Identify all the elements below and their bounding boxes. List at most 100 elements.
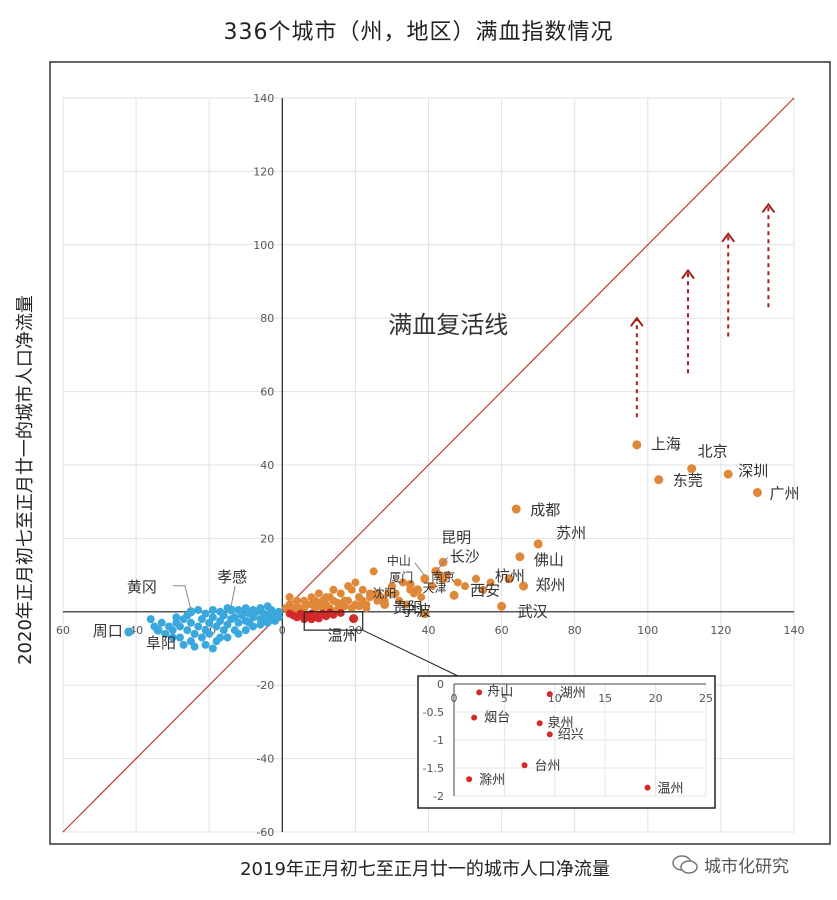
inset-point-label: 湖州 bbox=[560, 686, 586, 701]
data-point bbox=[428, 582, 437, 591]
data-point bbox=[347, 604, 356, 613]
data-point bbox=[340, 602, 349, 611]
data-point bbox=[249, 622, 258, 631]
data-point-西安 bbox=[449, 590, 459, 600]
inset-y-tick: -0.5 bbox=[423, 706, 444, 719]
data-point-武汉 bbox=[497, 601, 507, 611]
inset-point-label: 舟山 bbox=[487, 684, 513, 699]
inset-point-滁州 bbox=[466, 776, 473, 783]
data-point bbox=[314, 589, 323, 598]
zoom-box bbox=[303, 611, 364, 631]
data-point-厦门 bbox=[405, 579, 415, 589]
data-point bbox=[168, 633, 177, 642]
data-point bbox=[249, 605, 258, 614]
inset-point-泉州 bbox=[536, 720, 543, 727]
data-point-苏州 bbox=[533, 539, 543, 549]
point-label: 贵阳 bbox=[393, 598, 423, 616]
data-point bbox=[219, 626, 228, 635]
data-point bbox=[336, 608, 345, 617]
x-tick-label: 100 bbox=[637, 624, 658, 637]
point-label: 深圳 bbox=[738, 462, 768, 480]
inset-x-tick: 15 bbox=[598, 692, 612, 705]
x-tick-label: 60 bbox=[495, 624, 509, 637]
leader-line bbox=[414, 562, 426, 577]
point-label: 苏州 bbox=[556, 524, 586, 542]
axes: 6040200204060801001201401401201008060402… bbox=[56, 92, 805, 839]
data-point bbox=[274, 613, 283, 622]
inset-y-tick: -2 bbox=[433, 790, 444, 803]
point-label: 西安 bbox=[470, 581, 500, 599]
point-label: 广州 bbox=[769, 485, 799, 503]
data-point bbox=[146, 615, 155, 624]
data-point-孝感 bbox=[226, 605, 236, 615]
data-point-中山 bbox=[420, 574, 430, 584]
y-tick-label: -40 bbox=[256, 753, 274, 766]
data-point bbox=[453, 578, 462, 587]
data-point bbox=[234, 605, 243, 614]
data-point bbox=[329, 585, 338, 594]
inset-point-温州 bbox=[644, 784, 651, 791]
data-point bbox=[355, 602, 364, 611]
x-axis-label: 2019年正月初七至正月廿一的城市人口净流量 bbox=[240, 859, 610, 880]
data-point bbox=[205, 618, 214, 627]
data-point bbox=[307, 615, 316, 624]
inset-point-label: 滁州 bbox=[479, 772, 505, 788]
chart-title: 336个城市（州，地区）满血指数情况 bbox=[223, 20, 614, 45]
y-tick-label: -60 bbox=[256, 826, 274, 839]
data-point bbox=[179, 640, 188, 649]
point-label: 武汉 bbox=[518, 602, 548, 620]
reference-line-label: 满血复活线 bbox=[388, 311, 508, 339]
point-label: 成都 bbox=[530, 501, 560, 519]
data-point bbox=[256, 604, 265, 613]
data-point bbox=[314, 614, 323, 623]
data-point bbox=[161, 629, 170, 638]
point-label: 厦门 bbox=[389, 569, 413, 584]
inset-point-台州 bbox=[521, 762, 528, 769]
inset-point-label: 烟台 bbox=[484, 711, 510, 726]
reference-line bbox=[62, 97, 795, 833]
inset-y-tick: 0 bbox=[437, 678, 444, 691]
y-tick-label: 40 bbox=[260, 459, 274, 472]
data-point-黄冈 bbox=[186, 607, 196, 617]
wechat-icon bbox=[672, 854, 698, 874]
data-point bbox=[461, 582, 470, 591]
data-point bbox=[398, 578, 407, 587]
points-group bbox=[124, 440, 762, 653]
leader-line bbox=[437, 557, 449, 570]
data-point bbox=[395, 596, 404, 605]
data-point bbox=[172, 618, 181, 627]
data-point bbox=[285, 593, 294, 602]
data-point-阜阳 bbox=[153, 625, 163, 635]
data-point bbox=[417, 593, 426, 602]
data-point-广州 bbox=[752, 488, 762, 498]
data-point bbox=[402, 600, 411, 609]
data-point bbox=[194, 605, 203, 614]
data-point bbox=[241, 626, 250, 635]
data-point bbox=[347, 585, 356, 594]
point-label: 昆明 bbox=[441, 528, 471, 546]
data-point bbox=[183, 626, 192, 635]
inset-point-label: 温州 bbox=[658, 782, 684, 797]
data-point-北京 bbox=[687, 464, 697, 474]
y-tick-label: 20 bbox=[260, 532, 274, 545]
data-point bbox=[325, 608, 334, 617]
point-label: 周口 bbox=[93, 622, 123, 640]
data-point bbox=[362, 604, 371, 613]
inset-point-舟山 bbox=[476, 689, 483, 696]
data-point bbox=[387, 582, 396, 591]
zoom-connector bbox=[362, 629, 459, 677]
data-point bbox=[366, 593, 375, 602]
data-point bbox=[212, 622, 221, 631]
growth-arrow-head bbox=[761, 202, 776, 214]
data-point-郑州 bbox=[519, 581, 529, 591]
growth-arrow-head bbox=[681, 268, 695, 280]
data-point bbox=[292, 596, 301, 605]
point-label: 东莞 bbox=[673, 472, 703, 490]
data-point-杭州 bbox=[504, 574, 514, 584]
growth-arrow-head bbox=[721, 232, 736, 243]
data-point-贵阳 bbox=[380, 599, 390, 609]
point-label: 佛山 bbox=[534, 551, 564, 569]
data-point bbox=[336, 589, 345, 598]
data-point bbox=[172, 613, 181, 622]
